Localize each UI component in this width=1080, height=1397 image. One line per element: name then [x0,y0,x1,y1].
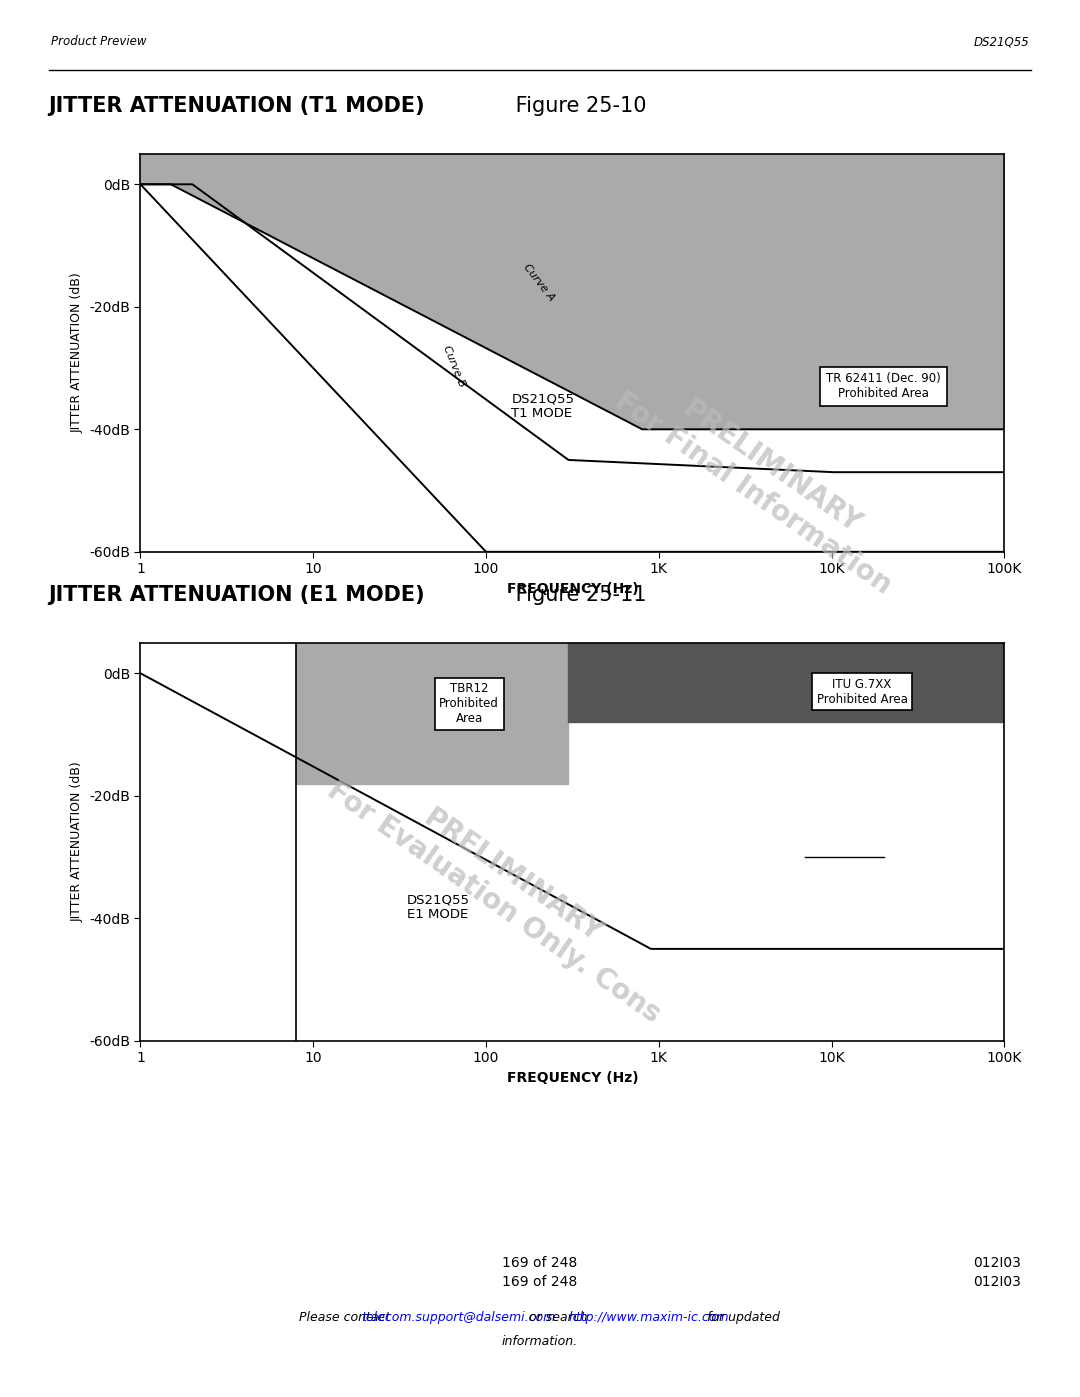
Text: telecom.support@dalsemi.com: telecom.support@dalsemi.com [361,1310,555,1324]
Y-axis label: JITTER ATTENUATION (dB): JITTER ATTENUATION (dB) [70,761,83,922]
Text: 169 of 248: 169 of 248 [502,1275,578,1289]
Text: 012I03: 012I03 [973,1256,1021,1270]
Text: http://www.maxim-ic.com: http://www.maxim-ic.com [568,1310,729,1324]
Text: for updated: for updated [703,1310,780,1324]
Polygon shape [296,643,568,784]
Text: information.: information. [502,1334,578,1348]
Polygon shape [568,643,1004,722]
Text: or search: or search [525,1310,592,1324]
Text: Curve B: Curve B [441,344,467,388]
Text: Figure 25-10: Figure 25-10 [509,96,646,116]
Text: Curve A: Curve A [522,261,556,303]
Text: 012I03: 012I03 [973,1275,1021,1289]
Text: DS21Q55
E1 MODE: DS21Q55 E1 MODE [407,893,470,921]
Text: 169 of 248: 169 of 248 [502,1256,578,1270]
Text: Figure 25-11: Figure 25-11 [509,585,646,605]
Text: PRELIMINARY
For Evaluation Only. Cons: PRELIMINARY For Evaluation Only. Cons [322,750,685,1030]
Text: JITTER ATTENUATION (E1 MODE): JITTER ATTENUATION (E1 MODE) [49,585,426,605]
X-axis label: FREQUENCY (Hz): FREQUENCY (Hz) [507,581,638,595]
Text: TBR12
Prohibited
Area: TBR12 Prohibited Area [440,682,499,725]
Text: TR 62411 (Dec. 90)
Prohibited Area: TR 62411 (Dec. 90) Prohibited Area [826,373,941,401]
Text: JITTER ATTENUATION (T1 MODE): JITTER ATTENUATION (T1 MODE) [49,96,426,116]
Text: Product Preview: Product Preview [51,35,146,49]
Text: PRELIMINARY
For Final Information: PRELIMINARY For Final Information [609,360,916,599]
Text: DS21Q55
T1 MODE: DS21Q55 T1 MODE [511,393,575,420]
X-axis label: FREQUENCY (Hz): FREQUENCY (Hz) [507,1070,638,1084]
Text: DS21Q55: DS21Q55 [973,35,1029,49]
Y-axis label: JITTER ATTENUATION (dB): JITTER ATTENUATION (dB) [70,272,83,433]
Text: ITU G.7XX
Prohibited Area: ITU G.7XX Prohibited Area [816,678,907,705]
Text: Please contact: Please contact [299,1310,394,1324]
